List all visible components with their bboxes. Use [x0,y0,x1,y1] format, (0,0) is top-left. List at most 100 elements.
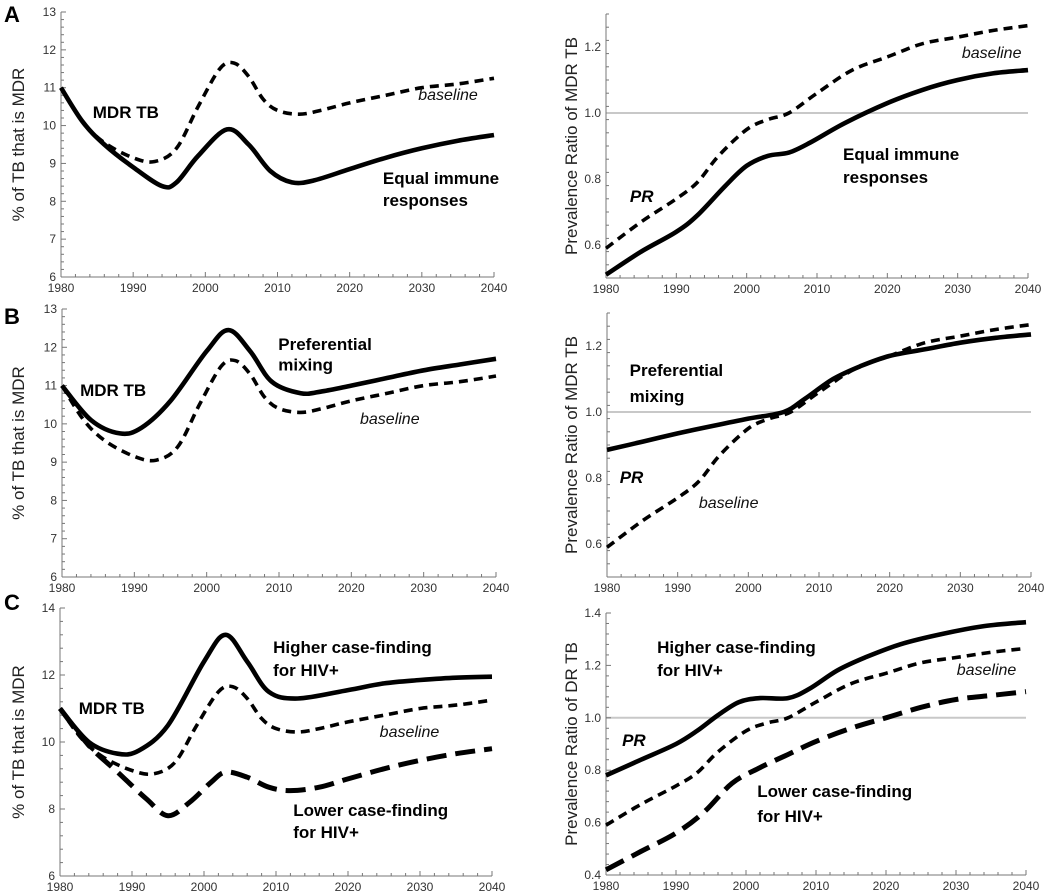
y-axis-label: % of TB that is MDR [9,665,28,819]
y-tick-label: 7 [50,532,57,546]
x-tick-label: 2020 [338,581,365,595]
x-tick-label: 2000 [733,282,760,296]
x-tick-label: 2030 [944,282,971,296]
panel-label: C [4,590,20,615]
y-axis-label: Prevalence Ratio of MDR TB [562,336,581,554]
y-tick-label: 13 [43,5,57,19]
annotation-label: baseline [380,724,440,741]
annotation-label: responses [383,191,468,210]
y-tick-label: 8 [50,493,57,507]
x-tick-label: 2040 [1013,879,1040,893]
x-tick-label: 1980 [49,581,76,595]
x-tick-label: 1980 [48,281,75,295]
y-tick-label: 6 [50,570,57,584]
x-tick-label: 2040 [1018,581,1045,595]
y-tick-label: 0.8 [584,172,601,186]
y-tick-label: 1.2 [584,40,601,54]
annotation-label: baseline [957,662,1017,679]
x-tick-label: 2020 [876,581,903,595]
annotation-label: MDR TB [80,381,146,400]
x-tick-label: 2040 [481,281,508,295]
y-tick-label: 12 [43,43,57,57]
x-tick-label: 2020 [336,281,363,295]
annotation-label: baseline [418,87,478,104]
x-tick-label: 1980 [593,879,620,893]
series-line-baseline [604,23,1029,250]
annotation-label: mixing [278,355,333,374]
y-tick-label: 9 [49,156,56,170]
series-line-higher-case-finding-for-hiv [58,632,493,757]
series-line-baseline [605,322,1032,549]
series-line-baseline [60,358,497,463]
y-tick-label: 0.4 [584,868,601,882]
annotation-label: Lower case-finding [757,782,912,801]
x-tick-label: 2010 [263,880,290,894]
annotation-label: for HIV+ [273,661,339,680]
x-tick-label: 2040 [483,581,510,595]
y-tick-label: 12 [42,668,56,682]
y-axis-label: % of TB that is MDR [9,68,28,222]
series-line-preferential-mixing [60,327,497,437]
y-tick-label: 10 [42,735,56,749]
annotation-label: Higher case-finding [273,638,432,657]
y-tick-label: 1.2 [585,339,602,353]
annotation-label: PR [620,468,644,487]
annotation-label: Equal immune [843,145,959,164]
x-tick-label: 2030 [407,880,434,894]
series-line-baseline [605,646,1027,827]
y-tick-label: 11 [45,379,58,393]
y-tick-label: 8 [48,802,55,816]
series-line-higher-case-finding-for-hiv [605,619,1027,778]
annotation-label: for HIV+ [657,661,723,680]
x-tick-label: 2030 [947,581,974,595]
annotation-label: Lower case-finding [293,801,448,820]
y-axis-label: % of TB that is MDR [9,366,28,520]
y-tick-label: 0.6 [585,537,602,551]
annotation-label: responses [843,168,928,187]
y-tick-label: 12 [44,340,58,354]
annotation-label: Equal immune [383,169,499,188]
y-tick-label: 7 [49,232,56,246]
annotation-label: mixing [630,387,685,406]
x-tick-label: 2010 [804,282,831,296]
x-tick-label: 2000 [191,880,218,894]
series-line-baseline [58,684,493,777]
y-tick-label: 1.0 [584,711,601,725]
series-line-equal-immune-responses [604,67,1029,277]
chart-panel-4: 1980 1990 2000 2010 2020 2030 2040 0.6 0.8 1.0 1.2… [562,312,1045,595]
y-tick-label: 0.8 [584,763,601,777]
x-tick-label: 1990 [663,282,690,296]
y-tick-label: 1.4 [584,606,601,620]
x-tick-label: 2020 [335,880,362,894]
chart-panel-2: 1980 1990 2000 2010 2020 2030 2040 0.6 0.8 1.0 1.2… [562,13,1042,296]
x-tick-label: 1990 [120,281,147,295]
y-tick-label: 6 [49,270,56,284]
x-tick-label: 2010 [264,281,291,295]
y-tick-label: 14 [42,601,56,615]
x-tick-label: 2030 [943,879,970,893]
series-line-preferential-mixing [606,332,1032,453]
annotation-label: MDR TB [93,103,159,122]
y-tick-label: 0.8 [585,471,602,485]
annotation-label: for HIV+ [293,823,359,842]
x-tick-label: 1990 [664,581,691,595]
x-tick-label: 2030 [410,581,437,595]
x-tick-label: 2010 [266,581,293,595]
x-tick-label: 2000 [192,281,219,295]
panel-label: B [4,304,20,329]
y-tick-label: 0.6 [584,238,601,252]
x-tick-label: 2000 [193,581,220,595]
annotation-label: PR [630,187,654,206]
chart-panel-3: B 1980 1990 2000 2010 2020 2030 2040 6 7 8 9 10 11 12 1… [4,302,510,595]
y-tick-label: 9 [50,455,57,469]
annotation-label: baseline [962,45,1022,62]
chart-panel-5: C 1980 1990 2000 2010 2020 2030 2040 6 8 10 12 14 % o… [4,590,506,894]
series-line-lower-case-finding-for-hiv [58,706,493,819]
panel-label: A [4,2,20,27]
y-tick-label: 1.0 [585,405,602,419]
x-tick-label: 1990 [119,880,146,894]
annotation-label: Preferential [278,335,372,354]
annotation-label: PR [622,731,646,750]
x-tick-label: 2010 [806,581,833,595]
